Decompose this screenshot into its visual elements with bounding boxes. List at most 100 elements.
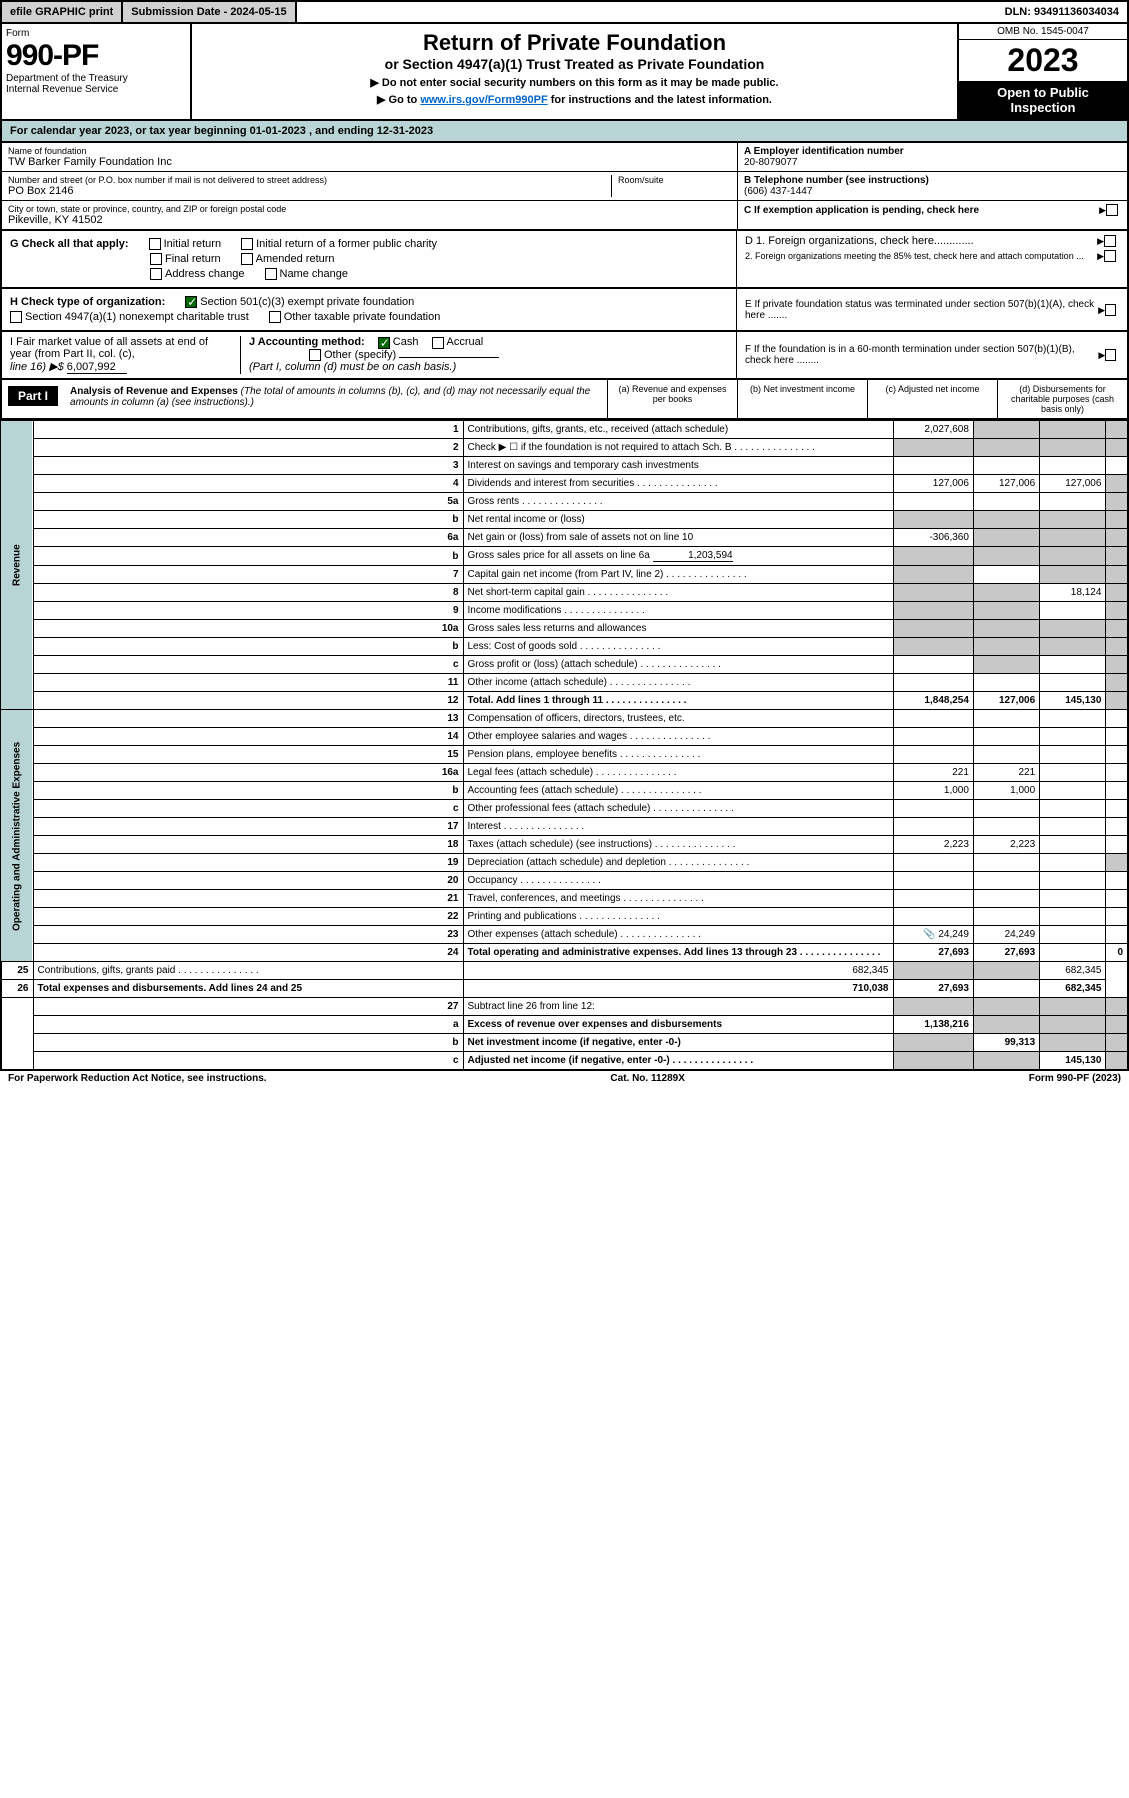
- row-5a: 5aGross rents: [1, 493, 1128, 511]
- row-21: 21Travel, conferences, and meetings: [1, 890, 1128, 908]
- irs: Internal Revenue Service: [6, 84, 186, 95]
- row-19: 19Depreciation (attach schedule) and dep…: [1, 854, 1128, 872]
- row-25: 25Contributions, gifts, grants paid682,3…: [1, 962, 1128, 980]
- expenses-side: Operating and Administrative Expenses: [1, 710, 33, 962]
- open-public: Open to Public Inspection: [959, 81, 1127, 119]
- g-amended-checkbox[interactable]: [241, 253, 253, 265]
- section-i-j-f: I Fair market value of all assets at end…: [0, 332, 1129, 380]
- form-ref: Form 990-PF (2023): [1029, 1073, 1121, 1084]
- row-26: 26Total expenses and disbursements. Add …: [1, 980, 1128, 998]
- row-b: bGross sales price for all assets on lin…: [1, 547, 1128, 566]
- row-2: 2Check ▶ ☐ if the foundation is not requ…: [1, 439, 1128, 457]
- ein-label: A Employer identification number: [744, 146, 1121, 157]
- form-label: Form: [6, 28, 186, 39]
- note-goto: ▶ Go to www.irs.gov/Form990PF for instru…: [198, 93, 951, 106]
- part1-label: Part I: [8, 386, 58, 406]
- d1-label: D 1. Foreign organizations, check here..…: [745, 235, 974, 247]
- g-final-checkbox[interactable]: [150, 253, 162, 265]
- row-17: 17Interest: [1, 818, 1128, 836]
- efile-label: efile GRAPHIC print: [2, 2, 123, 22]
- c-label: C If exemption application is pending, c…: [744, 205, 979, 216]
- financial-table: Revenue1Contributions, gifts, grants, et…: [0, 420, 1129, 1071]
- city-label: City or town, state or province, country…: [8, 204, 731, 214]
- j-label: J Accounting method:: [249, 336, 365, 348]
- part1-header: Part I Analysis of Revenue and Expenses …: [0, 380, 1129, 420]
- calendar-year: For calendar year 2023, or tax year begi…: [0, 121, 1129, 143]
- j-cash-checkbox[interactable]: [378, 337, 390, 349]
- row-16a: 16aLegal fees (attach schedule)221221: [1, 764, 1128, 782]
- page-footer: For Paperwork Reduction Act Notice, see …: [0, 1071, 1129, 1086]
- ein: 20-8079077: [744, 157, 1121, 168]
- row-10a: 10aGross sales less returns and allowanc…: [1, 620, 1128, 638]
- row-b: bLess: Cost of goods sold: [1, 638, 1128, 656]
- row-4: 4Dividends and interest from securities1…: [1, 475, 1128, 493]
- paperwork-notice: For Paperwork Reduction Act Notice, see …: [8, 1073, 267, 1084]
- form990pf-link[interactable]: www.irs.gov/Form990PF: [420, 94, 547, 106]
- row-23: 23Other expenses (attach schedule)📎 24,2…: [1, 926, 1128, 944]
- revenue-side: Revenue: [1, 421, 33, 710]
- section-g-d: G Check all that apply: Initial return I…: [0, 231, 1129, 289]
- cat-no: Cat. No. 11289X: [610, 1073, 684, 1084]
- row-22: 22Printing and publications: [1, 908, 1128, 926]
- dept: Department of the Treasury: [6, 73, 186, 84]
- row-27: 27Subtract line 26 from line 12:: [1, 998, 1128, 1016]
- header-right: OMB No. 1545-0047 2023 Open to Public In…: [957, 24, 1127, 119]
- part1-title: Analysis of Revenue and Expenses: [70, 386, 238, 397]
- omb: OMB No. 1545-0047: [959, 24, 1127, 40]
- row-3: 3Interest on savings and temporary cash …: [1, 457, 1128, 475]
- section-h-e: H Check type of organization: Section 50…: [0, 289, 1129, 332]
- row-1: Revenue1Contributions, gifts, grants, et…: [1, 421, 1128, 439]
- top-bar: efile GRAPHIC print Submission Date - 20…: [0, 0, 1129, 24]
- form-number: 990-PF: [6, 39, 186, 73]
- col-b-hdr: (b) Net investment income: [737, 380, 867, 418]
- col-c-hdr: (c) Adjusted net income: [867, 380, 997, 418]
- col-a-hdr: (a) Revenue and expenses per books: [607, 380, 737, 418]
- row-7: 7Capital gain net income (from Part IV, …: [1, 566, 1128, 584]
- g-initial-checkbox[interactable]: [149, 238, 161, 250]
- dln: DLN: 93491136034034: [997, 2, 1127, 22]
- e-checkbox[interactable]: [1105, 304, 1116, 316]
- g-initial-public-checkbox[interactable]: [241, 238, 253, 250]
- d1-checkbox[interactable]: [1104, 235, 1116, 247]
- city: Pikeville, KY 41502: [8, 214, 731, 226]
- row-b: bNet rental income or (loss): [1, 511, 1128, 529]
- row-13: Operating and Administrative Expenses13C…: [1, 710, 1128, 728]
- i-label: I Fair market value of all assets at end…: [10, 336, 208, 360]
- telephone: (606) 437-1447: [744, 186, 1121, 197]
- tel-label: B Telephone number (see instructions): [744, 175, 1121, 186]
- g-label: G Check all that apply:: [10, 238, 129, 250]
- col-d-hdr: (d) Disbursements for charitable purpose…: [997, 380, 1127, 418]
- form-header: Form 990-PF Department of the Treasury I…: [0, 24, 1129, 121]
- f-checkbox[interactable]: [1105, 349, 1116, 361]
- row-11: 11Other income (attach schedule): [1, 674, 1128, 692]
- submission-date: Submission Date - 2024-05-15: [123, 2, 296, 22]
- row-9: 9Income modifications: [1, 602, 1128, 620]
- d2-checkbox[interactable]: [1104, 250, 1116, 262]
- f-label: F If the foundation is in a 60-month ter…: [745, 344, 1098, 366]
- g-address-checkbox[interactable]: [150, 268, 162, 280]
- j-accrual-checkbox[interactable]: [432, 337, 444, 349]
- note-ssn: ▶ Do not enter social security numbers o…: [198, 76, 951, 89]
- row-b: bAccounting fees (attach schedule)1,0001…: [1, 782, 1128, 800]
- g-name-checkbox[interactable]: [265, 268, 277, 280]
- name-label: Name of foundation: [8, 146, 731, 156]
- meta-block: Name of foundation TW Barker Family Foun…: [0, 143, 1129, 231]
- row-15: 15Pension plans, employee benefits: [1, 746, 1128, 764]
- form-subtitle: or Section 4947(a)(1) Trust Treated as P…: [198, 56, 951, 72]
- h-4947-checkbox[interactable]: [10, 311, 22, 323]
- header-left: Form 990-PF Department of the Treasury I…: [2, 24, 192, 119]
- row-c: cOther professional fees (attach schedul…: [1, 800, 1128, 818]
- h-other-checkbox[interactable]: [269, 311, 281, 323]
- tax-year: 2023: [959, 40, 1127, 81]
- h-501c3-checkbox[interactable]: [185, 296, 197, 308]
- row-8: 8Net short-term capital gain18,124: [1, 584, 1128, 602]
- row-a: aExcess of revenue over expenses and dis…: [1, 1016, 1128, 1034]
- row-b: bNet investment income (if negative, ent…: [1, 1034, 1128, 1052]
- c-checkbox[interactable]: [1106, 204, 1118, 216]
- row-18: 18Taxes (attach schedule) (see instructi…: [1, 836, 1128, 854]
- h-label: H Check type of organization:: [10, 296, 165, 308]
- address: PO Box 2146: [8, 185, 611, 197]
- j-other-checkbox[interactable]: [309, 349, 321, 361]
- form-title: Return of Private Foundation: [198, 30, 951, 56]
- room-label: Room/suite: [618, 175, 731, 185]
